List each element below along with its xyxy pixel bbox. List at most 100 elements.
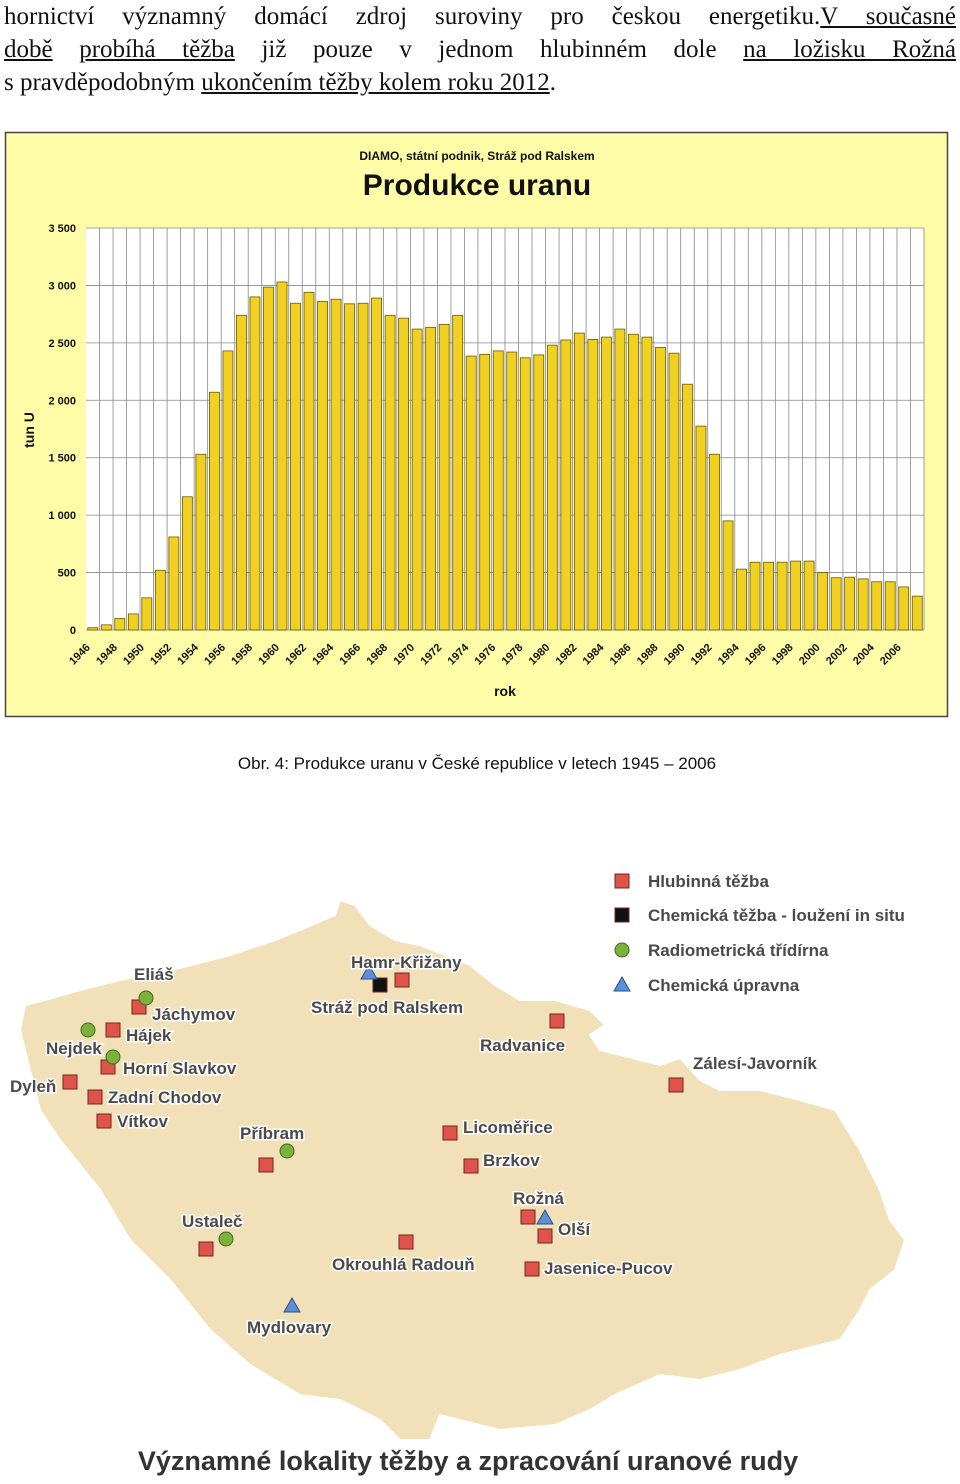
bar (763, 561, 774, 631)
site-label: Mydlovary (247, 1318, 332, 1337)
site-label: Brzkov (483, 1151, 540, 1170)
site-label: Olší (558, 1220, 591, 1239)
bar (303, 291, 315, 631)
chart-title: Produkce uranu (363, 169, 591, 202)
bar (898, 586, 910, 631)
legend-label: Hlubinná těžba (648, 872, 769, 891)
underlined-text: době (4, 36, 53, 63)
bar (276, 281, 288, 631)
bar (803, 560, 815, 631)
bar (438, 324, 450, 631)
bar (709, 453, 720, 631)
bar (871, 581, 883, 631)
bar (87, 627, 99, 631)
y-tick-label: 2 500 (48, 338, 76, 350)
text: hornictví významný domácí zdroj suroviny… (4, 3, 821, 30)
text-line: s pravděpodobným ukončením těžby kolem r… (4, 66, 956, 99)
site-marker (524, 1261, 540, 1277)
text: již pouze v jednom hlubinném dole (234, 36, 744, 63)
y-tick-label: 3 000 (48, 280, 76, 292)
site-marker (258, 1157, 274, 1173)
site-marker (138, 990, 154, 1006)
bar (384, 314, 396, 631)
y-tick-label: 0 (70, 625, 76, 637)
bar (168, 536, 180, 631)
site-label: Eliáš (134, 965, 174, 984)
bar (614, 328, 626, 631)
bar (695, 425, 707, 631)
bar (452, 314, 464, 631)
y-tick-label: 500 (58, 568, 76, 580)
site-label: Ustaleč (182, 1212, 242, 1231)
site-label: Dyleň (10, 1077, 56, 1096)
site-label: Jáchymov (152, 1005, 236, 1024)
site-marker (442, 1125, 458, 1141)
country-outline (18, 898, 907, 1441)
site-marker (613, 975, 631, 992)
bar (479, 353, 491, 631)
bar (411, 328, 423, 631)
site-marker (549, 1013, 565, 1029)
site-label: Příbram (240, 1124, 304, 1143)
bar (682, 383, 693, 631)
map-title: Významné lokality těžby a zpracování ura… (138, 1446, 798, 1476)
bar (263, 286, 274, 631)
y-tick-label: 1 000 (48, 510, 76, 522)
site-marker (283, 1296, 301, 1313)
site-marker (398, 1234, 414, 1250)
x-axis-label: rok (494, 683, 516, 699)
bar (573, 332, 585, 631)
underlined-text: V současné (820, 3, 956, 30)
bar (290, 302, 301, 631)
site-label: Stráž pod Ralskem (311, 998, 463, 1017)
bar (371, 297, 382, 631)
bar (506, 351, 518, 631)
bar (425, 326, 437, 631)
site-label: Vítkov (117, 1112, 169, 1131)
bar (560, 339, 572, 631)
site-marker (218, 1231, 234, 1247)
site-marker (394, 972, 410, 988)
site-label: Okrouhlá Radouň (332, 1255, 475, 1274)
site-marker (520, 1209, 536, 1225)
bar (668, 352, 680, 631)
site-marker (614, 942, 630, 958)
site-label: Radvanice (480, 1036, 565, 1055)
site-marker (668, 1077, 684, 1093)
bar (749, 561, 761, 631)
site-marker (80, 1022, 96, 1038)
site-label: Hájek (126, 1026, 172, 1045)
site-label: Rožná (513, 1189, 565, 1208)
bar (181, 496, 193, 631)
bar (195, 453, 207, 631)
site-marker (87, 1089, 103, 1105)
y-tick-label: 3 500 (48, 223, 76, 235)
bar (492, 350, 504, 631)
underlined-text: probíhá těžba (79, 36, 235, 63)
text-line: době probíhá těžba již pouze v jednom hl… (4, 33, 956, 66)
site-label: Jasenice-Pucov (544, 1259, 673, 1278)
text-line: hornictví významný domácí zdroj suroviny… (4, 0, 956, 33)
bar (776, 561, 788, 631)
bar (344, 303, 355, 631)
bar (222, 350, 234, 631)
site-label: Zálesí-Javorník (693, 1054, 817, 1073)
underlined-text: na ložisku Rožná (743, 36, 956, 63)
bar (884, 581, 896, 631)
site-marker (536, 1208, 554, 1225)
bar (357, 302, 369, 631)
site-marker (62, 1074, 78, 1090)
legend-label: Chemická úpravna (648, 976, 800, 995)
legend-label: Chemická těžba - loužení in situ (648, 906, 905, 925)
bar (830, 577, 842, 631)
y-tick-label: 1 500 (48, 453, 76, 465)
site-marker (279, 1143, 295, 1159)
y-axis-label: tun U (21, 412, 37, 448)
bar (628, 333, 639, 631)
bar (317, 301, 328, 631)
bar (114, 618, 126, 631)
site-label: Nejdek (46, 1039, 102, 1058)
